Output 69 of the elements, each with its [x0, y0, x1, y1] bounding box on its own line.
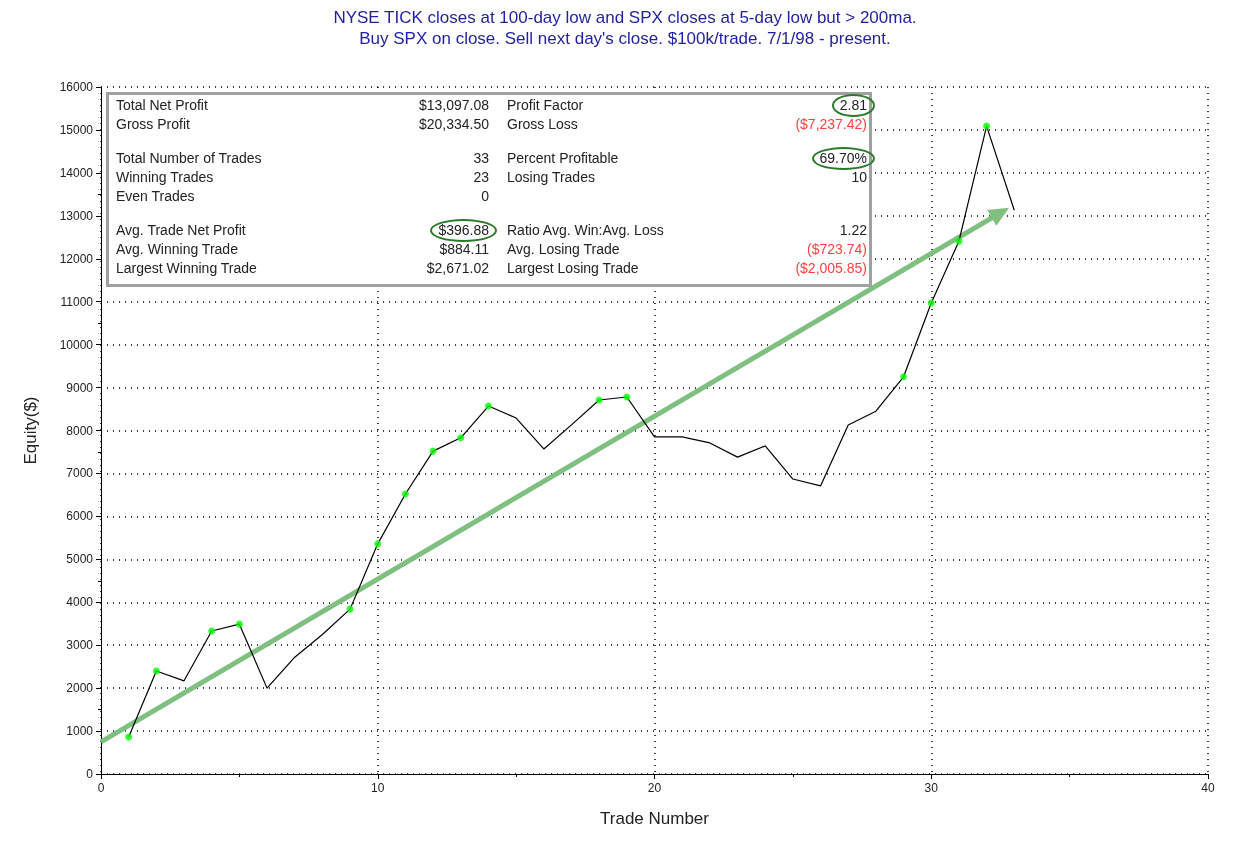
x-tick-label: 0 — [97, 781, 105, 795]
point — [208, 627, 216, 635]
annotation: ($2,005.85) — [795, 260, 867, 277]
annotation: 1.22 — [839, 222, 867, 239]
y-tick-label: 11000 — [60, 294, 94, 309]
annotation: $20,334.50 — [418, 116, 489, 133]
annotation: $2,671.02 — [426, 260, 489, 277]
y-tick-label: 3000 — [66, 638, 94, 653]
y-tick-label: 12000 — [59, 251, 94, 266]
y-tick-label: 14000 — [59, 165, 94, 180]
point — [152, 667, 160, 675]
point — [484, 402, 492, 410]
y-tick-label: 13000 — [59, 208, 94, 223]
annotation: 0 — [481, 188, 489, 205]
x-tick-label: 40 — [1201, 781, 1215, 795]
annotation: 2.81 — [839, 97, 867, 114]
y-tick-label: 1000 — [66, 724, 94, 739]
point — [401, 490, 409, 498]
point — [955, 237, 963, 245]
x-axis-title: Trade Number — [600, 809, 710, 828]
annotation: 33 — [473, 150, 489, 167]
x-tick-label: 20 — [647, 781, 662, 795]
point — [374, 540, 382, 548]
y-tick-label: 10000 — [59, 337, 94, 352]
annotation: Percent Profitable — [507, 150, 619, 167]
point — [429, 447, 437, 455]
annotation: Largest Losing Trade — [507, 260, 639, 277]
y-tick-label: 4000 — [66, 595, 94, 610]
point — [983, 122, 991, 130]
annotation: Avg. Winning Trade — [116, 241, 238, 258]
point — [900, 373, 908, 381]
annotation: Even Trades — [116, 188, 195, 205]
annotation: 23 — [473, 169, 489, 186]
annotation: ($7,237.42) — [795, 116, 867, 133]
annotation: Avg. Losing Trade — [507, 241, 620, 258]
point — [927, 299, 935, 307]
x-tick-label: 10 — [371, 781, 385, 795]
annotation: Profit Factor — [507, 97, 584, 114]
annotation: Winning Trades — [116, 169, 214, 186]
annotation: $396.88 — [438, 222, 489, 239]
chart-subtitle: Buy SPX on close. Sell next day's close. $100k/trade. 7/1/98 - present. — [359, 29, 891, 48]
annotation: Gross Profit — [116, 116, 190, 133]
annotation: Total Number of Trades — [116, 150, 262, 167]
point — [235, 620, 243, 628]
annotation: Ratio Avg. Win:Avg. Loss — [507, 222, 664, 239]
annotation: $13,097.08 — [418, 97, 489, 114]
y-tick-label: 0 — [86, 767, 94, 781]
y-tick-label: 6000 — [66, 509, 94, 524]
y-tick-label: 5000 — [66, 552, 94, 567]
y-tick-label: 7000 — [66, 466, 94, 481]
y-tick-label: 16000 — [59, 80, 94, 94]
chart-title: NYSE TICK closes at 100-day low and SPX closes at 5-day low but > 200ma. — [333, 8, 917, 27]
annotation: Gross Loss — [507, 116, 578, 133]
y-axis-title: Equity($) — [21, 396, 40, 465]
y-tick-label: 9000 — [66, 380, 94, 395]
annotation: ($723.74) — [807, 241, 867, 258]
annotation: 69.70% — [819, 150, 867, 167]
y-tick-label: 15000 — [59, 122, 94, 137]
y-tick-label: 2000 — [66, 681, 94, 696]
annotation: Avg. Trade Net Profit — [116, 222, 246, 239]
annotation: 10 — [851, 169, 867, 186]
x-tick-label: 30 — [924, 781, 939, 795]
annotation: Largest Winning Trade — [116, 260, 257, 277]
annotation: Losing Trades — [507, 169, 595, 186]
annotation: Total Net Profit — [116, 97, 208, 114]
annotation: $884.11 — [439, 241, 489, 258]
y-tick-label: 8000 — [66, 423, 94, 438]
point — [457, 434, 465, 442]
point — [125, 733, 133, 741]
